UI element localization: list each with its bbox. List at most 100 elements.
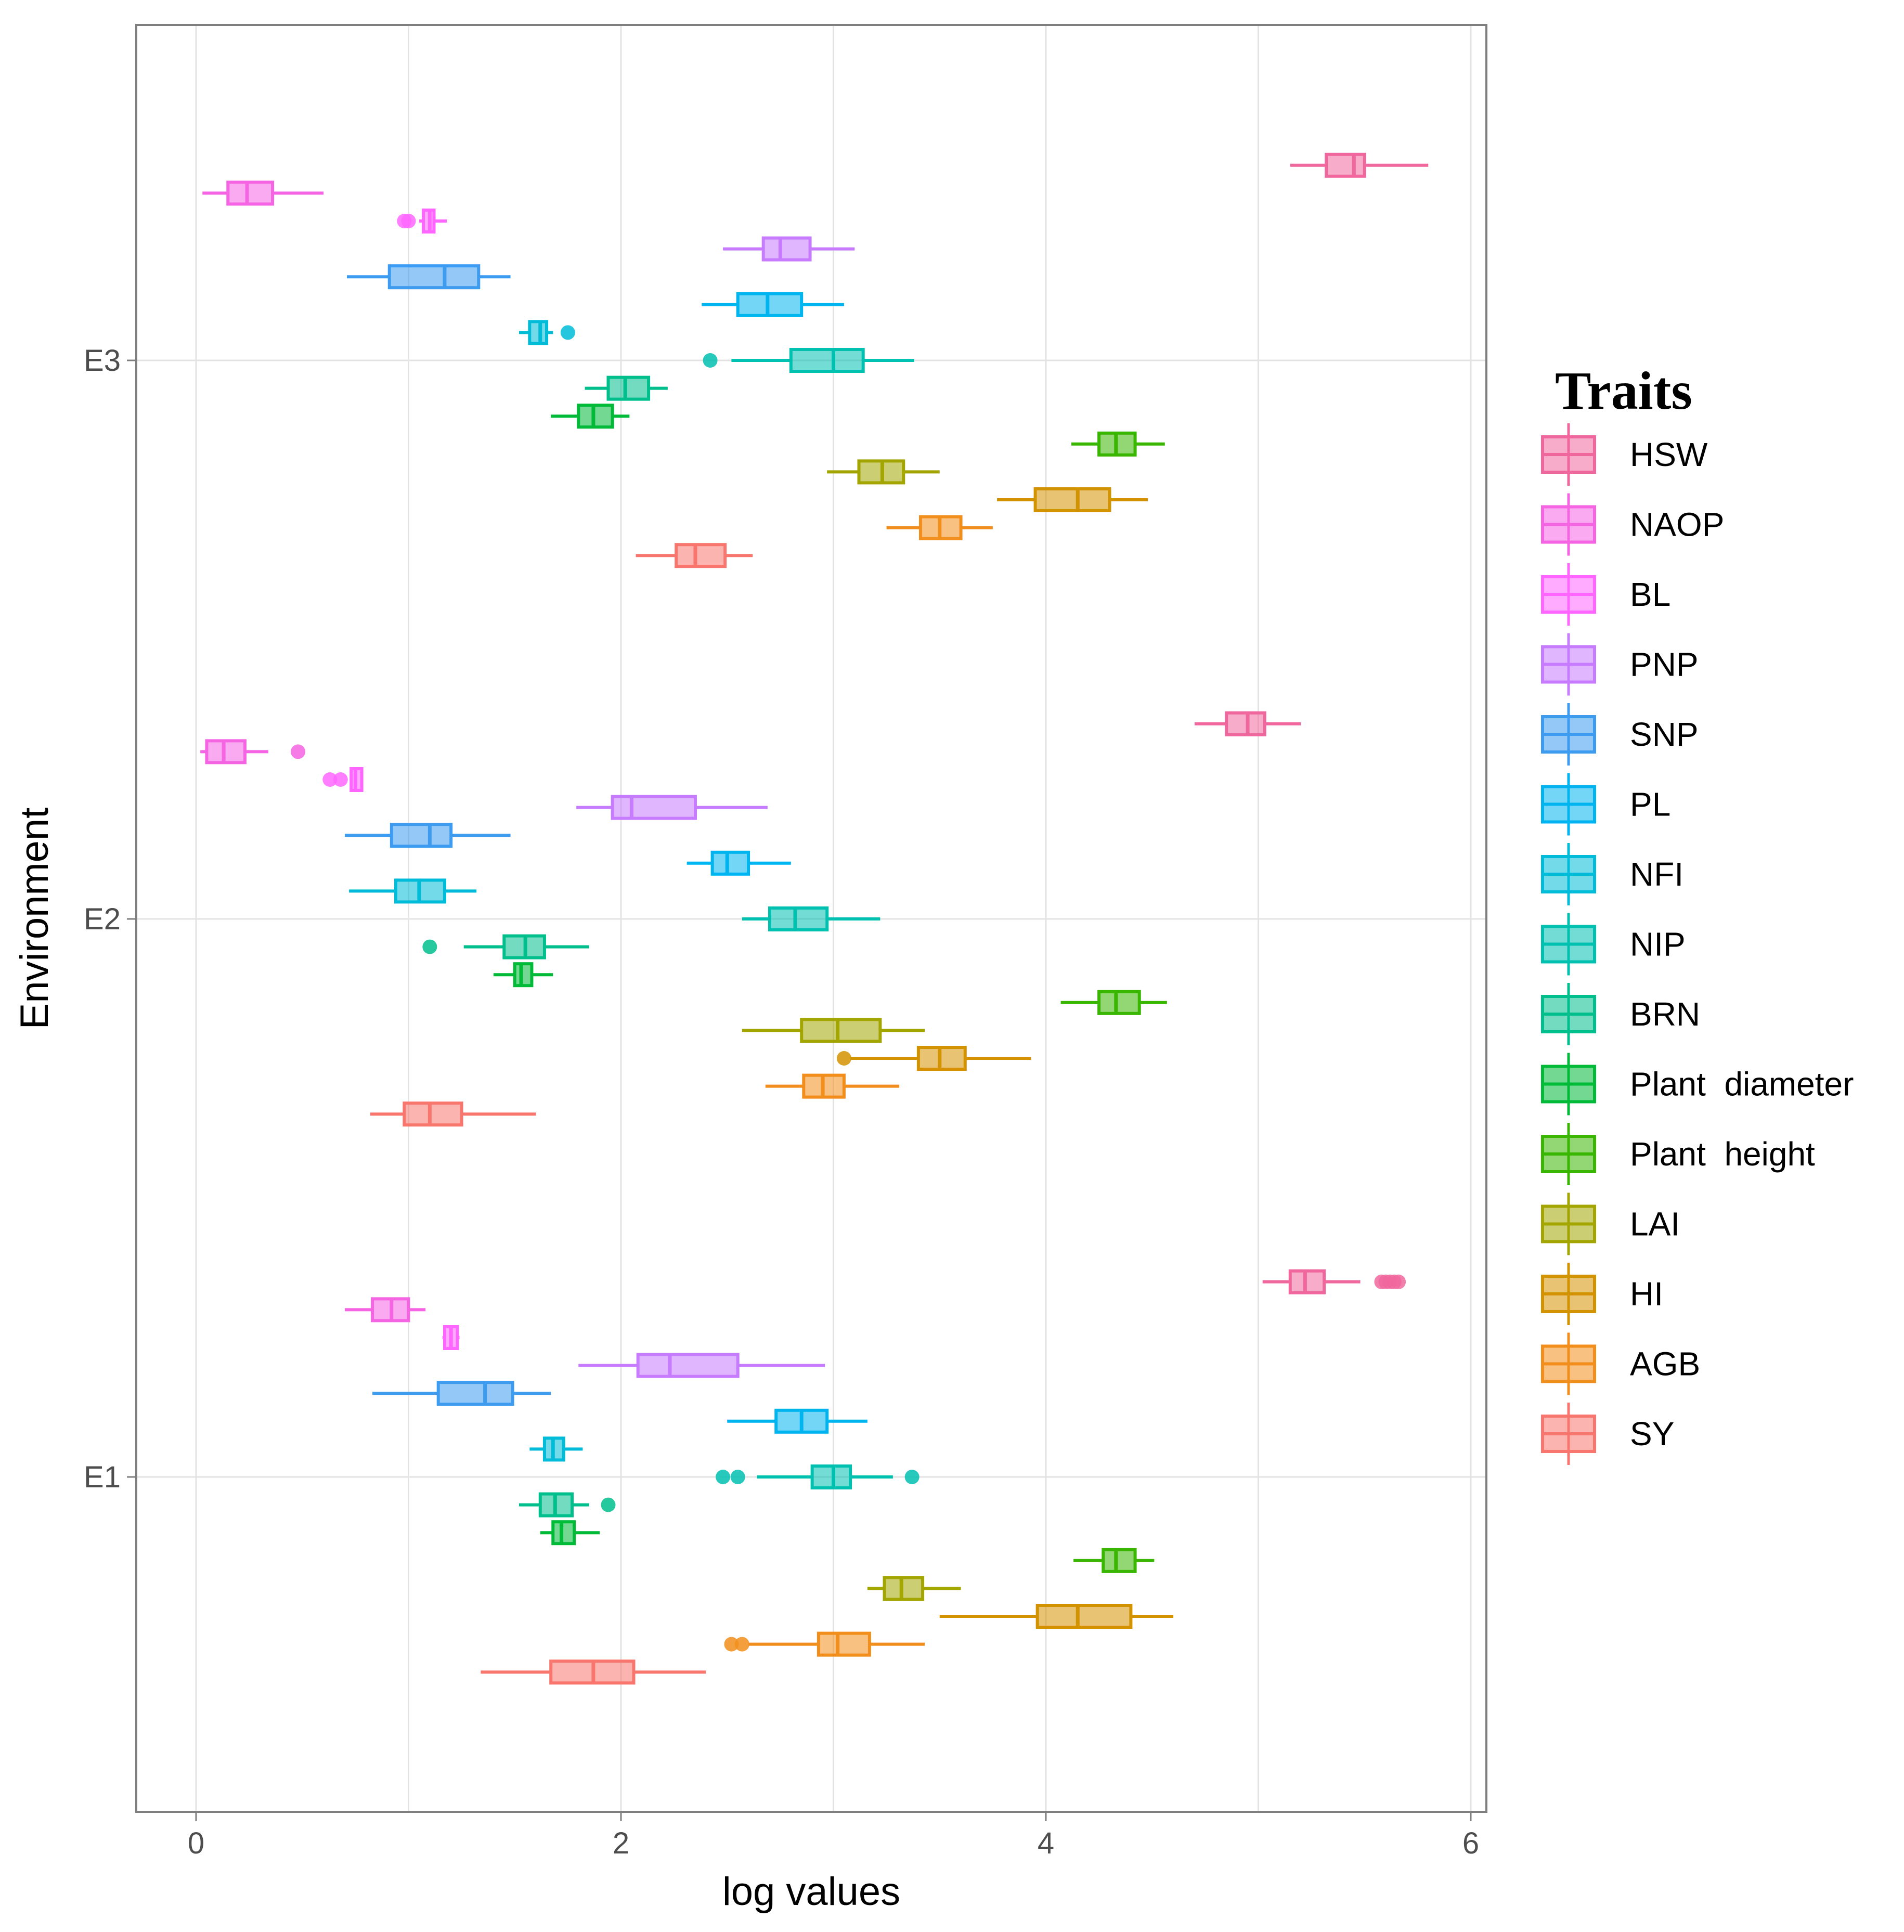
box-E3-sy (636, 543, 753, 568)
legend-item-nfi: NFI (1541, 843, 1683, 905)
box-E2-hi (836, 1046, 1031, 1071)
box-E1-agb (724, 1631, 925, 1657)
outlier-point (291, 744, 306, 759)
box-E3-naop (202, 180, 324, 206)
box-E2-pnp (576, 795, 768, 820)
box-iqr (390, 823, 453, 848)
box-E1-snp (372, 1381, 551, 1406)
outlier-point (401, 214, 416, 228)
legend-label: PL (1630, 786, 1670, 823)
y-tick-label: E2 (84, 902, 121, 936)
box-E3-nip (703, 348, 914, 373)
legend-item-hsw: HSW (1541, 423, 1708, 486)
box-E3-snp (347, 264, 511, 290)
box-E1-nip (716, 1464, 919, 1489)
outlier-point (703, 353, 718, 368)
box-E3-plant-diameter (551, 404, 630, 429)
x-tick-label: 6 (1462, 1826, 1479, 1860)
box-E1-plant-height (1073, 1548, 1155, 1573)
x-tick-label: 0 (188, 1826, 204, 1860)
box-iqr (528, 320, 549, 345)
box-E2-pl (687, 850, 791, 876)
box-iqr (205, 739, 247, 764)
box-E2-naop (200, 739, 306, 764)
outlier-point (730, 1470, 745, 1484)
box-iqr (675, 543, 727, 568)
outlier-point (734, 1637, 749, 1652)
box-E1-pnp (578, 1353, 825, 1378)
box-iqr (789, 348, 865, 373)
box-E2-plant-diameter (493, 962, 553, 988)
legend-item-snp: SNP (1541, 703, 1699, 766)
box-iqr (916, 1046, 967, 1071)
box-E3-hi (997, 487, 1148, 512)
box-E1-naop (344, 1297, 426, 1322)
legend-label: PNP (1630, 646, 1699, 683)
box-iqr (1102, 1548, 1137, 1573)
legend-item-hi: HI (1541, 1263, 1663, 1325)
box-E2-snp (344, 823, 511, 848)
outlier-point (560, 325, 575, 340)
legend-label: NAOP (1630, 506, 1724, 543)
box-E2-bl (322, 767, 364, 792)
legend-label: SY (1630, 1415, 1674, 1453)
box-E3-bl (397, 209, 447, 234)
outlier-point (716, 1470, 731, 1484)
legend: Traits HSW NAOP BL PNP SNP PL NFI NIP BRN Plant d… (1541, 361, 1854, 1465)
legend-item-plant-diameter: Plant diameter (1541, 1053, 1854, 1116)
legend-label: LAI (1630, 1205, 1680, 1243)
legend-label: HI (1630, 1275, 1663, 1313)
legend-label: NFI (1630, 855, 1683, 893)
legend-item-naop: NAOP (1541, 493, 1724, 556)
legend-label: HSW (1630, 436, 1708, 473)
box-E3-pnp (723, 236, 855, 262)
legend-title: Traits (1555, 361, 1692, 421)
legend-item-sy: SY (1541, 1403, 1674, 1465)
box-iqr (710, 850, 750, 876)
box-iqr (403, 1101, 463, 1127)
box-E2-sy (370, 1101, 536, 1127)
y-tick-label: E3 (84, 344, 121, 378)
x-axis-title: log values (722, 1870, 900, 1914)
box-E1-pl (727, 1408, 867, 1434)
legend-label: BL (1630, 576, 1670, 613)
box-iqr (817, 1631, 871, 1657)
legend-label: NIP (1630, 926, 1686, 963)
outlier-point (333, 772, 348, 787)
legend-item-pnp: PNP (1541, 633, 1699, 696)
box-iqr (1288, 1269, 1326, 1294)
box-E1-plant-diameter (540, 1520, 600, 1546)
legend-item-nip: NIP (1541, 913, 1686, 976)
outlier-point (422, 939, 437, 954)
x-tick-label: 2 (613, 1826, 629, 1860)
box-E3-lai (827, 459, 940, 485)
box-E1-bl (442, 1325, 460, 1350)
legend-label: BRN (1630, 995, 1700, 1033)
axes: 0 2 4 6 E1 E2 E3 (84, 344, 1479, 1860)
x-tick-label: 4 (1038, 1826, 1054, 1860)
box-E3-plant-height (1071, 431, 1165, 457)
box-E2-hsw (1194, 711, 1301, 736)
outlier-point (322, 772, 338, 787)
legend-label: AGB (1630, 1345, 1700, 1383)
box-iqr (761, 236, 812, 262)
box-iqr (226, 180, 275, 206)
box-iqr (551, 1520, 576, 1546)
box-E1-hsw (1262, 1269, 1406, 1294)
legend-item-plant-height: Plant height (1541, 1123, 1815, 1185)
legend-item-lai: LAI (1541, 1192, 1680, 1255)
box-E3-agb (886, 515, 993, 540)
box-E1-nfi (529, 1436, 583, 1462)
legend-label: Plant height (1630, 1135, 1815, 1173)
box-E1-hi (939, 1604, 1174, 1629)
box-E2-brn (422, 934, 589, 959)
legend-item-agb: AGB (1541, 1332, 1700, 1395)
box-iqr (1225, 711, 1266, 736)
outlier-point (1391, 1274, 1406, 1289)
outlier-point (601, 1497, 616, 1512)
box-series (200, 152, 1429, 1685)
box-iqr (800, 1018, 882, 1043)
box-iqr (1035, 1604, 1133, 1629)
